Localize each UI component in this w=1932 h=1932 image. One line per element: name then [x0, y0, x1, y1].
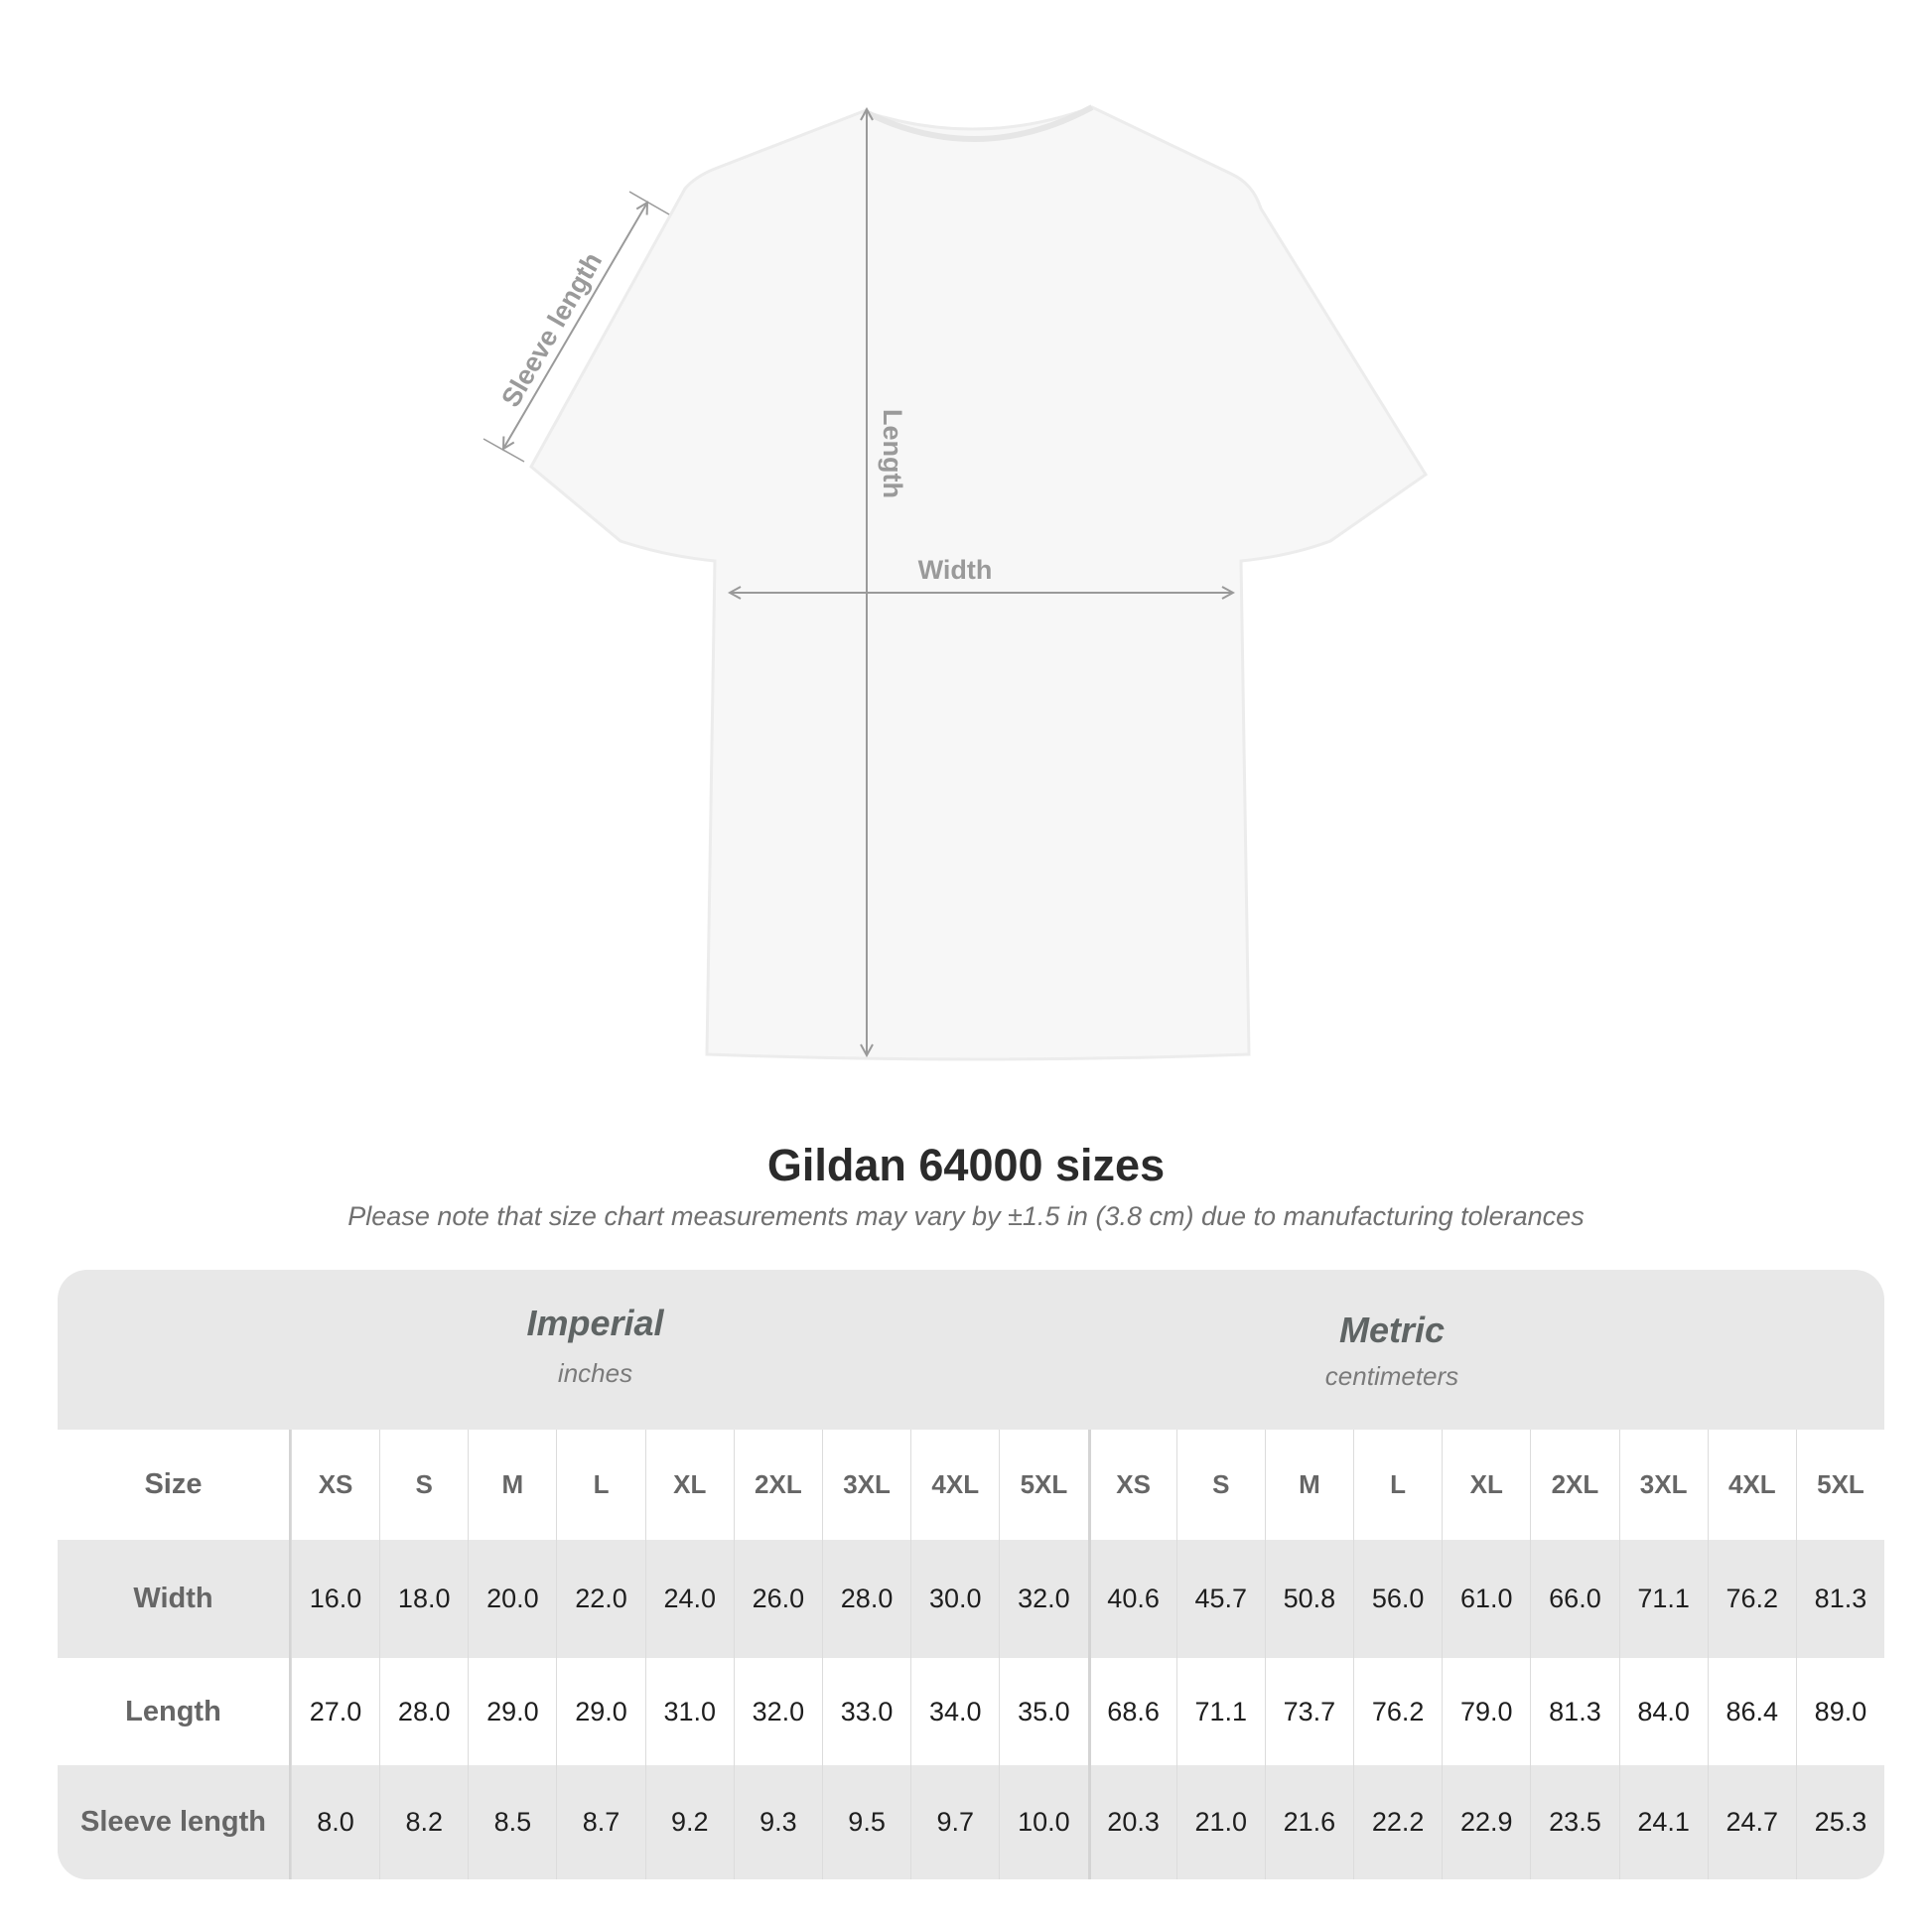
- size-column-header: M: [1264, 1430, 1353, 1540]
- size-column-header: M: [468, 1430, 556, 1540]
- size-column-header: 4XL: [1707, 1430, 1796, 1540]
- table-cell: 9.5: [821, 1765, 910, 1879]
- table-cell: 35.0: [999, 1658, 1087, 1765]
- width-label: Width: [918, 555, 993, 585]
- table-cell: 76.2: [1707, 1540, 1796, 1658]
- table-cell: 9.3: [733, 1765, 822, 1879]
- table-cell: 30.0: [910, 1540, 999, 1658]
- size-table: Imperial inches Metric centimeters Size X…: [58, 1270, 1884, 1879]
- table-cell: 40.6: [1087, 1540, 1176, 1658]
- table-cell: 33.0: [821, 1658, 910, 1765]
- table-cell: 18.0: [379, 1540, 468, 1658]
- length-row: Length 27.0 28.0 29.0 29.0 31.0 32.0 33.0 34.0 35…: [58, 1658, 1884, 1765]
- size-column-header: 4XL: [910, 1430, 999, 1540]
- table-cell: 28.0: [821, 1540, 910, 1658]
- table-cell: 8.5: [468, 1765, 556, 1879]
- table-cell: 9.7: [910, 1765, 999, 1879]
- table-cell: 9.2: [644, 1765, 734, 1879]
- table-cell: 84.0: [1618, 1658, 1708, 1765]
- table-cell: 24.7: [1707, 1765, 1796, 1879]
- table-cell: 25.3: [1795, 1765, 1884, 1879]
- imperial-title: Imperial: [526, 1303, 664, 1343]
- table-cell: 89.0: [1795, 1658, 1884, 1765]
- table-cell: 24.0: [644, 1540, 734, 1658]
- sleeve-arrow: [503, 203, 647, 449]
- table-cell: 32.0: [999, 1540, 1087, 1658]
- table-cell: 8.0: [290, 1765, 379, 1879]
- table-cell: 22.0: [556, 1540, 644, 1658]
- table-cell: 29.0: [468, 1658, 556, 1765]
- table-cell: 79.0: [1442, 1658, 1530, 1765]
- metric-title: Metric: [1338, 1310, 1446, 1350]
- table-cell: 32.0: [733, 1658, 822, 1765]
- page-title: Gildan 64000 sizes: [766, 1140, 1166, 1190]
- size-column-header: S: [1175, 1430, 1265, 1540]
- size-column-header: XL: [1442, 1430, 1530, 1540]
- table-cell: 24.1: [1618, 1765, 1708, 1879]
- tshirt-diagram: Sleeve length Length Width: [483, 104, 1429, 1061]
- table-cell: 86.4: [1707, 1658, 1796, 1765]
- size-column-header: 3XL: [1618, 1430, 1708, 1540]
- table-cell: 71.1: [1175, 1658, 1265, 1765]
- table-cell: 56.0: [1353, 1540, 1442, 1658]
- table-cell: 34.0: [910, 1658, 999, 1765]
- width-row: Width 16.0 18.0 20.0 22.0 24.0 26.0 28.0 30.0 32.…: [58, 1540, 1884, 1658]
- table-cell: 31.0: [644, 1658, 734, 1765]
- row-label: Width: [58, 1540, 291, 1658]
- table-cell: 71.1: [1618, 1540, 1708, 1658]
- size-header: Size: [58, 1430, 291, 1540]
- table-cell: 45.7: [1175, 1540, 1265, 1658]
- table-cell: 22.2: [1353, 1765, 1442, 1879]
- row-label: Sleeve length: [58, 1765, 291, 1879]
- table-cell: 73.7: [1264, 1658, 1353, 1765]
- table-cell: 61.0: [1442, 1540, 1530, 1658]
- size-column-header: 3XL: [821, 1430, 910, 1540]
- table-cell: 8.7: [556, 1765, 644, 1879]
- row-label: Length: [58, 1658, 291, 1765]
- table-cell: 26.0: [733, 1540, 822, 1658]
- metric-unit: centimeters: [1324, 1361, 1459, 1391]
- size-row: Size XS S M L XL 2XL 3XL 4XL 5XL XS S M L XL 2XL 3XL 4XL 5…: [58, 1430, 1884, 1540]
- table-cell: 81.3: [1795, 1540, 1884, 1658]
- table-cell: 21.0: [1175, 1765, 1265, 1879]
- imperial-header: Imperial inches: [291, 1270, 899, 1462]
- imperial-unit: inches: [557, 1358, 633, 1388]
- size-column-header: XS: [290, 1430, 379, 1540]
- table-cell: 68.6: [1087, 1658, 1176, 1765]
- table-cell: 50.8: [1264, 1540, 1353, 1658]
- size-column-header: L: [556, 1430, 644, 1540]
- table-cell: 66.0: [1530, 1540, 1618, 1658]
- size-column-header: 5XL: [1795, 1430, 1884, 1540]
- size-column-header: XS: [1087, 1430, 1176, 1540]
- size-column-header: 5XL: [999, 1430, 1087, 1540]
- size-column-header: S: [379, 1430, 468, 1540]
- table-cell: 10.0: [999, 1765, 1087, 1879]
- table-cell: 28.0: [379, 1658, 468, 1765]
- size-column-header: XL: [644, 1430, 734, 1540]
- table-cell: 22.9: [1442, 1765, 1530, 1879]
- table-cell: 20.0: [468, 1540, 556, 1658]
- table-cell: 21.6: [1264, 1765, 1353, 1879]
- table-cell: 8.2: [379, 1765, 468, 1879]
- size-column-header: 2XL: [1530, 1430, 1618, 1540]
- metric-header: Metric centimeters: [899, 1270, 1884, 1469]
- length-label: Length: [878, 409, 907, 498]
- table-cell: 29.0: [556, 1658, 644, 1765]
- size-column-header: L: [1353, 1430, 1442, 1540]
- table-cell: 27.0: [290, 1658, 379, 1765]
- table-cell: 81.3: [1530, 1658, 1618, 1765]
- table-cell: 20.3: [1087, 1765, 1176, 1879]
- sleeve-length-row: Sleeve length 8.0 8.2 8.5 8.7 9.2 9.3 9.5 9.7 10.…: [58, 1765, 1884, 1879]
- tolerance-note: Please note that size chart measurements…: [347, 1201, 1585, 1231]
- table-cell: 23.5: [1530, 1765, 1618, 1879]
- size-column-header: 2XL: [733, 1430, 822, 1540]
- table-cell: 16.0: [290, 1540, 379, 1658]
- table-cell: 76.2: [1353, 1658, 1442, 1765]
